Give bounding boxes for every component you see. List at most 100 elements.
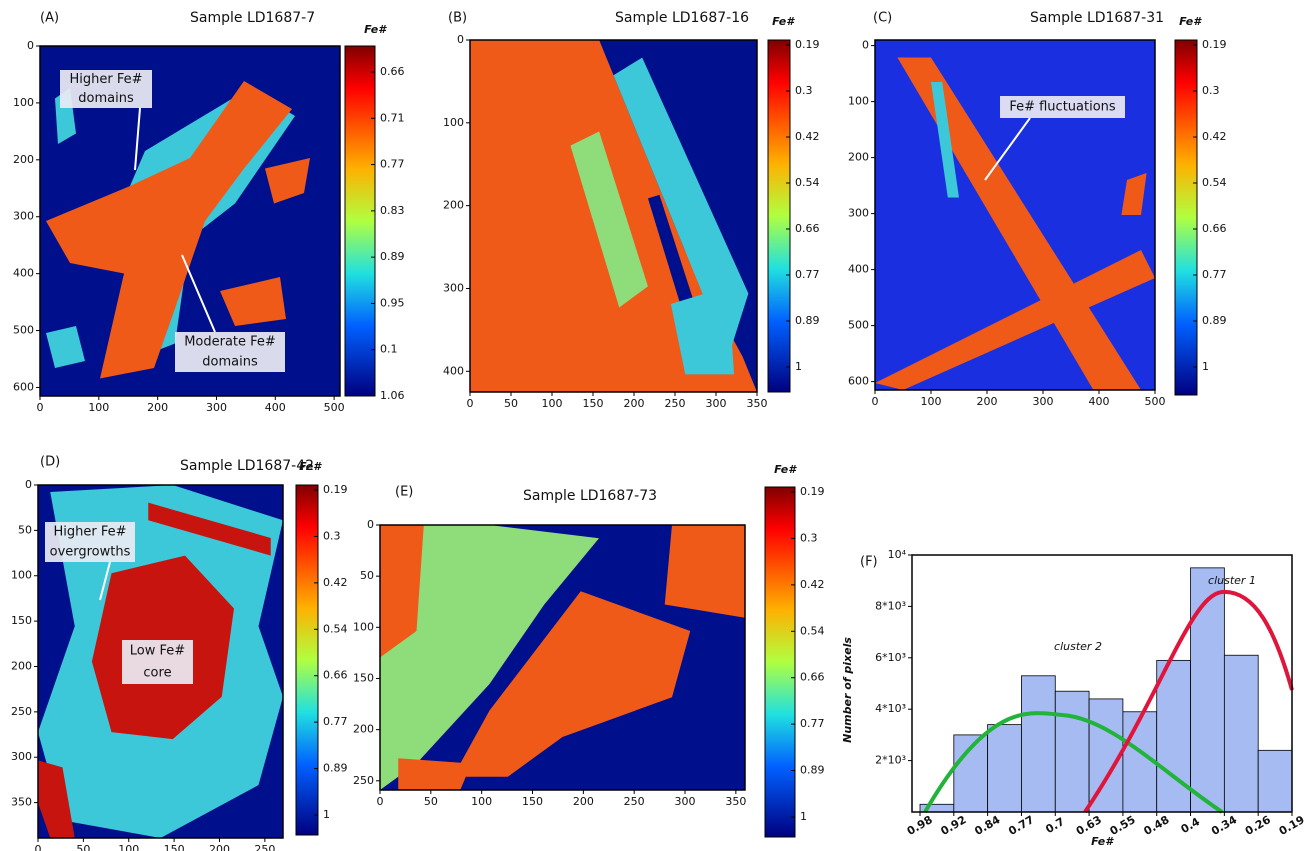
x-tick-label: 0.34 xyxy=(1209,813,1239,838)
colorbar-label: 0.3 xyxy=(1202,84,1220,97)
y-tick-label: 100 xyxy=(11,569,32,582)
image-domain xyxy=(453,591,691,777)
colorbar-label: 0.89 xyxy=(1202,314,1227,327)
annotation-box xyxy=(45,522,135,562)
x-tick-label: 400 xyxy=(1089,395,1110,408)
x-tick-label: 200 xyxy=(147,401,168,414)
image-domain xyxy=(664,525,745,618)
annotation-pointer xyxy=(99,561,111,601)
y-axis-label: Number of pixels xyxy=(841,637,854,743)
annotation-text: Higher Fe# xyxy=(53,525,126,540)
colorbar-label: 1 xyxy=(800,810,807,823)
y-tick-label: 250 xyxy=(11,705,32,718)
colorbar-label: 0.77 xyxy=(1202,268,1227,281)
panel-title: Sample LD1687-16 xyxy=(615,10,749,26)
colorbar xyxy=(344,45,376,397)
histogram-bar xyxy=(1156,659,1191,813)
colorbar-label: 0.83 xyxy=(380,204,405,217)
colorbar-label: 0.89 xyxy=(795,314,820,327)
colorbar-label: 0.77 xyxy=(380,158,405,171)
y-tick-label: 350 xyxy=(11,796,32,809)
y-tick-label: 0 xyxy=(25,478,32,491)
colorbar-label: 0.42 xyxy=(795,130,820,143)
x-tick-label: 150 xyxy=(164,843,185,851)
colorbar-label: 0.66 xyxy=(323,669,348,682)
y-tick-label: 300 xyxy=(13,210,34,223)
histogram-bar xyxy=(1257,749,1293,813)
colorbar-label: 0.95 xyxy=(380,296,405,309)
x-tick-label: 300 xyxy=(1033,395,1054,408)
y-tick-label: 300 xyxy=(443,281,464,294)
panel-title: Sample LD1687-73 xyxy=(523,488,657,504)
y-tick-label: 100 xyxy=(353,620,374,633)
x-tick-label: 350 xyxy=(725,795,746,808)
y-tick-label: 300 xyxy=(848,207,869,220)
colorbar-label: 0.54 xyxy=(800,624,825,637)
annotation-text: overgrowths xyxy=(50,545,131,560)
colorbar-label: 0.42 xyxy=(800,578,825,591)
colorbar-label: 0.66 xyxy=(795,222,820,235)
colorbar xyxy=(295,484,319,836)
x-axis-label: Fe# xyxy=(1091,835,1114,848)
annotation-box xyxy=(60,70,152,108)
colorbar-label: 0.89 xyxy=(380,250,405,263)
y-tick-label: 100 xyxy=(13,96,34,109)
y-tick-label: 500 xyxy=(13,324,34,337)
annotation-text: Fe# fluctuations xyxy=(1009,100,1116,115)
y-tick-label: 50 xyxy=(360,569,374,582)
panel-label: (B) xyxy=(448,11,467,26)
colorbar-title: Fe# xyxy=(1179,15,1202,28)
colorbar-label: 0.54 xyxy=(795,176,820,189)
x-tick-label: 100 xyxy=(118,843,139,851)
annotation-pointer xyxy=(984,117,1031,181)
x-tick-label: 100 xyxy=(88,401,109,414)
colorbar-label: 0.89 xyxy=(323,762,348,775)
image-domain xyxy=(38,802,51,838)
colorbar-label: 0.19 xyxy=(323,483,348,496)
image-domain xyxy=(1121,173,1147,215)
image-domain xyxy=(931,82,959,198)
axes-frame xyxy=(874,39,1156,391)
cluster-2-curve xyxy=(923,711,1224,814)
annotation-text: Moderate Fe# xyxy=(184,335,276,350)
x-tick-label: 300 xyxy=(675,795,696,808)
annotation-box xyxy=(1000,96,1125,118)
x-tick-label: 50 xyxy=(424,795,438,808)
y-tick-label: 2*10³ xyxy=(875,754,906,767)
annotation-text: cluster 1 xyxy=(1208,574,1256,587)
x-tick-label: 200 xyxy=(209,843,230,851)
y-tick-label: 200 xyxy=(848,151,869,164)
x-tick-label: 50 xyxy=(76,843,90,851)
colorbar-label: 0.77 xyxy=(795,268,820,281)
y-tick-label: 250 xyxy=(353,774,374,787)
colorbar-label: 0.19 xyxy=(800,485,825,498)
x-tick-label: 500 xyxy=(1145,395,1166,408)
annotation-box xyxy=(175,332,285,372)
x-tick-label: 0.98 xyxy=(905,813,935,838)
panel-label: (C) xyxy=(873,11,892,26)
colorbar-label: 0.3 xyxy=(795,84,813,97)
colorbar xyxy=(1174,39,1198,396)
panel-label: (F) xyxy=(860,555,878,570)
image-domain xyxy=(38,760,75,838)
annotation-box xyxy=(122,640,193,684)
x-tick-label: 0.7 xyxy=(1043,815,1066,836)
y-tick-label: 300 xyxy=(11,750,32,763)
axes-frame xyxy=(469,39,758,393)
x-tick-label: 100 xyxy=(542,397,563,410)
x-tick-label: 500 xyxy=(324,401,345,414)
annotation-text: cluster 2 xyxy=(1054,640,1102,653)
y-tick-label: 0 xyxy=(367,518,374,531)
image-domain xyxy=(46,326,85,368)
colorbar-label: 0.42 xyxy=(1202,130,1227,143)
colorbar-label: 0.77 xyxy=(323,715,348,728)
x-tick-label: 0 xyxy=(872,395,879,408)
image-domain xyxy=(380,525,599,790)
x-tick-label: 250 xyxy=(665,397,686,410)
y-tick-label: 10⁴ xyxy=(888,548,907,561)
colorbar-title: Fe# xyxy=(364,23,387,36)
annotation-text: Low Fe# xyxy=(130,644,185,659)
colorbar-label: 0.77 xyxy=(800,717,825,730)
image-domain xyxy=(613,57,749,357)
